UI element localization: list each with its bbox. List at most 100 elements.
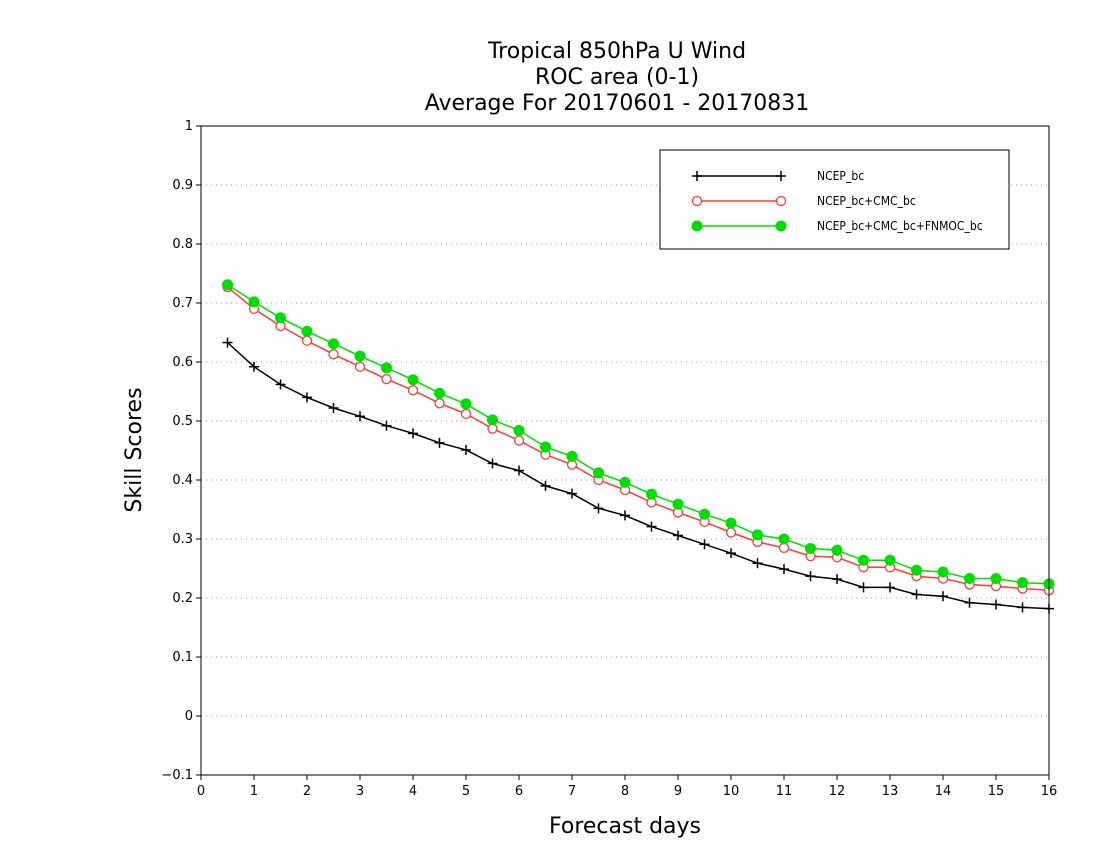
data-point [1017, 577, 1028, 589]
data-point [460, 408, 472, 420]
x-tick-label: 2 [303, 784, 311, 799]
data-point [778, 542, 790, 553]
data-point [487, 458, 498, 469]
data-point [567, 488, 577, 499]
series-line [226, 341, 1050, 610]
y-tick-label: 0.3 [172, 532, 193, 547]
data-point [407, 385, 419, 396]
x-tick-label: 13 [882, 784, 899, 799]
x-tick-label: 3 [356, 784, 364, 799]
y-tick-label: 0 [185, 709, 193, 724]
y-tick-label: 0.9 [172, 178, 193, 193]
legend-marker [775, 220, 787, 232]
data-point [964, 597, 975, 608]
data-point [805, 571, 816, 582]
y-tick-label: 0.2 [172, 591, 193, 606]
data-point [513, 435, 525, 446]
data-point [911, 564, 922, 576]
legend-item-2: NCEP_bc+CMC_bc [691, 194, 916, 208]
data-point [248, 296, 260, 308]
x-tick-label: 16 [1041, 784, 1058, 799]
chart-title-line-3: Average For 20170601 - 20170831 [425, 91, 810, 116]
y-tick-label: 0.1 [172, 650, 193, 665]
legend-marker [776, 171, 786, 181]
data-point [328, 403, 339, 414]
data-point [699, 508, 710, 520]
data-point [1017, 602, 1028, 613]
data-point [885, 582, 895, 593]
data-point [673, 530, 683, 541]
data-point [487, 423, 498, 434]
legend-item-3: NCEP_bc+CMC_bc+FNMOC_bc [691, 219, 983, 233]
x-tick-label: 5 [462, 784, 470, 799]
data-point [301, 335, 313, 346]
y-tick-label: −0.1 [161, 768, 193, 783]
x-tick-label: 6 [515, 784, 523, 799]
data-point [938, 591, 948, 602]
data-point [858, 554, 869, 566]
data-point [301, 325, 313, 337]
data-point [540, 441, 551, 453]
data-point [328, 349, 339, 360]
legend-box [659, 149, 1010, 250]
data-point [275, 312, 286, 324]
legend-marker [775, 195, 787, 207]
data-point [222, 279, 233, 291]
data-point [884, 554, 896, 566]
data-point [407, 374, 419, 386]
legend-marker [692, 171, 702, 181]
x-tick-label: 1 [250, 784, 258, 799]
legend-item-1: NCEP_bc [692, 169, 864, 183]
data-point [540, 480, 551, 491]
y-tick-label: 0.4 [172, 473, 193, 488]
data-point [302, 392, 312, 403]
y-tick-label: 0.5 [172, 414, 193, 429]
x-axis-label: Forecast days [549, 814, 701, 839]
data-point [381, 373, 392, 385]
data-point [964, 573, 975, 585]
data-point [672, 498, 684, 510]
gridlines [201, 184, 1049, 717]
data-point [991, 599, 1001, 610]
legend-label: NCEP_bc+CMC_bc+FNMOC_bc [817, 219, 983, 233]
plot-frame [200, 125, 1050, 776]
data-point [725, 517, 737, 529]
legend-label: NCEP_bc [817, 169, 864, 183]
data-point [249, 361, 259, 372]
x-tick-label: 7 [568, 784, 576, 799]
y-tick-label: 1 [185, 119, 193, 134]
data-point [434, 387, 445, 399]
legend-label: NCEP_bc+CMC_bc [817, 194, 916, 208]
data-point [725, 527, 737, 538]
x-tick-label: 0 [197, 784, 205, 799]
y-tick-label: 0.7 [172, 296, 193, 311]
x-tick-label: 10 [723, 784, 740, 799]
data-point [434, 437, 445, 448]
y-axis-label: Skill Scores [122, 387, 147, 512]
data-point [381, 420, 392, 431]
chart-title-line-1: Tropical 850hPa U Wind [487, 39, 746, 64]
data-point [937, 566, 949, 578]
data-point [593, 503, 604, 514]
data-point [778, 533, 790, 545]
x-tick-label: 8 [621, 784, 629, 799]
legend-marker [691, 220, 703, 232]
data-point [487, 414, 498, 426]
data-point [222, 337, 233, 348]
x-tick-label: 4 [409, 784, 417, 799]
data-point [911, 589, 922, 600]
series-line [227, 284, 1050, 585]
y-tick-label: 0.6 [172, 355, 193, 370]
series-line [227, 286, 1050, 592]
x-tick-label: 15 [988, 784, 1005, 799]
data-point [328, 338, 339, 350]
data-point [461, 444, 471, 455]
series-1 [222, 337, 1054, 614]
data-point [805, 542, 816, 554]
data-point [858, 582, 869, 593]
data-point [990, 573, 1002, 585]
data-point [831, 544, 843, 556]
data-point [408, 428, 418, 439]
data-point [460, 398, 472, 410]
